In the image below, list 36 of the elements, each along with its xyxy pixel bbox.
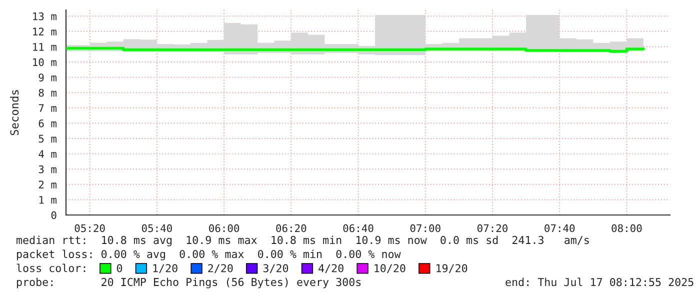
y-tick-label: 3 m [38, 165, 56, 174]
y-tick-label: 1 m [39, 196, 56, 204]
y-tick-label: 10 m [33, 58, 56, 66]
y-tick-label: 5 m [38, 134, 56, 143]
x-tick-label: 06:40 [343, 224, 374, 232]
y-tick-label: 0 [51, 211, 56, 220]
legend-label: 2/20 [208, 264, 233, 274]
y-tick-label: 6 m [38, 119, 56, 128]
y-tick-label: 7 m [38, 104, 56, 112]
y-tick-label: 8 m [38, 88, 56, 97]
y-axis-title: Seconds [10, 90, 19, 136]
y-tick-label: 12 m [33, 28, 56, 36]
x-tick-label: 06:00 [209, 224, 240, 232]
y-tick-label: 11 m [33, 43, 56, 51]
text: packet loss: 0.00 % avg 0.00 % max 0.00 % min 0.00 % now [17, 250, 401, 260]
legend-label: 0 [116, 264, 122, 272]
legend-label: 10/20 [374, 264, 406, 274]
legend-label: 3/20 [263, 264, 288, 274]
legend-label: 1/20 [153, 264, 178, 274]
y-tick-label: 2 m [38, 180, 56, 188]
text: median rtt: 10.8 ms avg 10.9 ms max 10.8 ms min 10.9 ms now 0.0 ms sd 241.3 am/s [16, 236, 589, 246]
text: end: Thu Jul 17 08:12:55 2025 [506, 278, 694, 286]
x-tick-label: 08:00 [612, 224, 642, 232]
text: probe: 20 ICMP Echo Pings (56 Bytes) every 300s [17, 278, 361, 288]
y-tick-label: 9 m [38, 74, 56, 82]
x-tick-label: 06:20 [276, 224, 306, 232]
y-tick-label: 13 m [33, 12, 56, 20]
legend-label: 19/20 [436, 264, 468, 274]
y-tick-label: 4 m [38, 150, 56, 158]
x-tick-label: 05:20 [74, 224, 105, 232]
x-tick-label: 07:00 [410, 224, 440, 232]
x-tick-label: 07:20 [477, 224, 508, 232]
x-tick-label: 05:40 [142, 224, 172, 232]
legend-title: loss color: [16, 264, 86, 272]
legend-label: 4/20 [318, 264, 344, 274]
x-tick-label: 07:40 [544, 224, 575, 232]
